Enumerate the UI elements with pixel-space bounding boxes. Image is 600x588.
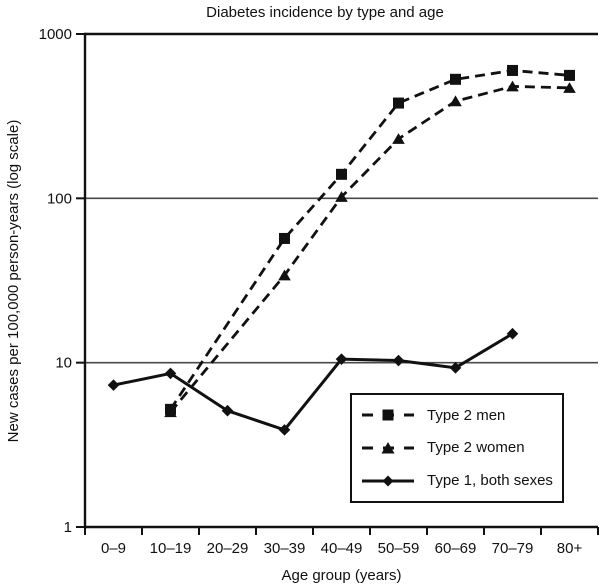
legend-item-type2-men: Type 2 men: [362, 407, 562, 424]
solid-diamond-line-icon: [362, 475, 414, 487]
x-tick-label: 50–59: [378, 540, 420, 557]
diamond-marker-icon: [164, 367, 177, 380]
diamond-marker-icon: [506, 327, 519, 340]
diamond-marker-icon: [449, 362, 462, 374]
diamond-marker-icon: [278, 424, 291, 436]
square-marker-icon: [450, 73, 461, 85]
x-tick-label: 10–19: [150, 540, 192, 557]
x-tick-label: 60–69: [435, 540, 477, 557]
square-marker-icon: [165, 403, 176, 415]
x-tick-label: 0–9: [101, 540, 126, 557]
y-tick-label: 10: [55, 355, 72, 372]
x-tick-label: 70–79: [492, 540, 534, 557]
diamond-marker-icon: [382, 475, 394, 487]
legend-item-type2-women: Type 2 women: [362, 439, 562, 456]
diamond-marker-icon: [221, 404, 234, 417]
square-marker-icon: [382, 409, 394, 421]
diamond-marker-icon: [335, 353, 348, 365]
chart-title: Diabetes incidence by type and age: [206, 4, 444, 21]
x-tick-label: 20–29: [207, 540, 249, 557]
dashed-triangle-line-icon: [362, 441, 414, 454]
diamond-marker-icon: [392, 354, 405, 367]
square-marker-icon: [279, 232, 290, 244]
square-marker-icon: [336, 168, 347, 180]
legend: Type 2 men Type 2 women Type 1, both sex…: [350, 393, 564, 503]
legend-label-type2-men: Type 2 men: [427, 406, 506, 424]
triangle-marker-icon: [449, 95, 462, 107]
diamond-marker-icon: [107, 379, 120, 391]
x-tick-label: 30–39: [264, 540, 306, 557]
dashed-square-line-icon: [362, 409, 414, 421]
triangle-marker-icon: [392, 133, 405, 144]
square-marker-icon: [393, 97, 404, 109]
square-marker-icon: [564, 69, 575, 81]
legend-label-type1: Type 1, both sexes: [427, 472, 553, 490]
x-tick-label: 80+: [557, 540, 583, 557]
square-marker-icon: [507, 64, 518, 76]
y-tick-label: 1: [64, 519, 72, 536]
legend-item-type1: Type 1, both sexes: [362, 472, 562, 489]
x-tick-label: 40–49: [321, 540, 363, 557]
triangle-marker-icon: [335, 191, 348, 202]
triangle-marker-icon: [563, 82, 576, 93]
x-axis-label: Age group (years): [281, 567, 402, 584]
series-line-diamond: [113, 332, 514, 432]
triangle-marker-icon: [381, 441, 395, 454]
y-tick-label: 100: [47, 190, 72, 207]
triangle-marker-icon: [506, 80, 519, 92]
triangle-marker-icon: [278, 269, 291, 281]
y-tick-label: 1000: [39, 26, 72, 43]
legend-label-type2-women: Type 2 women: [427, 439, 525, 457]
